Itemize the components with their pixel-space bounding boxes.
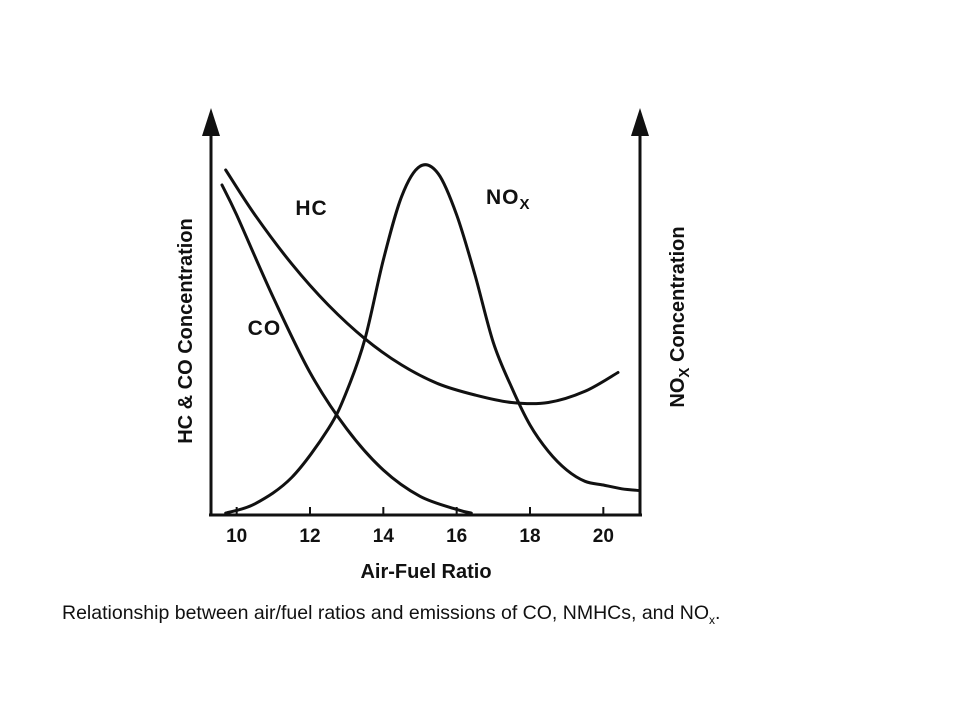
co-curve xyxy=(220,183,473,515)
x-tick-label-10: 10 xyxy=(226,526,247,547)
x-tick-labels: 10 12 14 16 18 20 xyxy=(226,526,614,547)
hc-curve-label: HC xyxy=(295,197,327,220)
figure-caption: Relationship between air/fuel ratios and… xyxy=(62,602,721,627)
left-axis-arrow xyxy=(202,108,220,136)
emissions-chart: 10 12 14 16 18 20 HC CO NOX Air-Fuel Ratio HC &… xyxy=(175,108,693,583)
x-tick-label-16: 16 xyxy=(446,526,467,547)
x-tick-label-20: 20 xyxy=(593,526,614,547)
x-tick-label-12: 12 xyxy=(299,526,320,547)
right-y-axis-title: NOX Concentration xyxy=(667,226,693,407)
curves xyxy=(220,163,642,515)
x-tick-marks xyxy=(235,507,605,515)
left-y-axis-title: HC & CO Concentration xyxy=(175,218,197,444)
right-axis-arrow xyxy=(631,108,649,136)
x-tick-label-14: 14 xyxy=(373,526,395,547)
hc-curve xyxy=(224,168,620,406)
x-tick-label-18: 18 xyxy=(519,526,540,547)
x-axis-title: Air-Fuel Ratio xyxy=(360,561,491,583)
nox-curve-label: NOX xyxy=(486,186,531,213)
nox-curve xyxy=(224,163,642,515)
curve-labels: HC CO NOX xyxy=(248,186,531,340)
co-curve-label: CO xyxy=(248,317,282,340)
